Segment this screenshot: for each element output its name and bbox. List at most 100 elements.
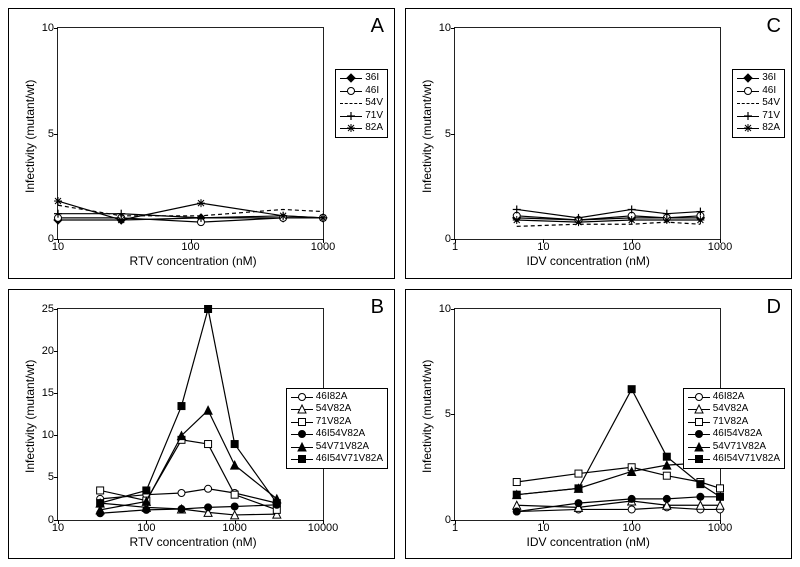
ytick-label: 10: [439, 303, 455, 315]
series-marker-82A: [197, 199, 205, 207]
legend-item: 46I: [737, 85, 780, 98]
xtick-label: 1000: [708, 520, 732, 534]
xtick-label: 10: [537, 239, 549, 253]
xtick-label: 1000: [222, 520, 246, 534]
ytick-label: 5: [445, 408, 455, 420]
legend-symbol-icon: [688, 429, 710, 439]
series-marker-46I54V71V82A: [178, 402, 185, 409]
legend-symbol-icon: [688, 404, 710, 414]
panel-a: A0510101001000Infectivity (mutant/wt)RTV…: [8, 8, 395, 279]
legend: 36I46I54V71V82A: [335, 69, 388, 138]
series-marker-46I54V82A: [231, 502, 238, 509]
legend-symbol-icon: [291, 404, 313, 414]
x-axis-label: IDV concentration (nM): [527, 535, 650, 549]
legend-item: 54V71V82A: [291, 441, 383, 454]
xtick-label: 100: [181, 239, 199, 253]
xtick-label: 10000: [308, 520, 339, 534]
legend-symbol-icon: [688, 454, 710, 464]
legend: 46I82A54V82A71V82A46I54V82A54V71V82A46I5…: [683, 388, 785, 469]
legend-symbol-icon: [291, 392, 313, 402]
legend-symbol-icon: [291, 454, 313, 464]
panel-corner-label: C: [767, 15, 781, 38]
series-marker-46I54V71V82A: [97, 499, 104, 506]
series-marker-46I54V82A: [205, 503, 212, 510]
legend-label: 46I: [762, 85, 776, 98]
series-line-54V: [517, 222, 701, 226]
legend-label: 71V82A: [316, 416, 352, 429]
ytick-label: 15: [42, 387, 58, 399]
legend-item: 71V82A: [291, 416, 383, 429]
legend-symbol-icon: [340, 123, 362, 133]
panel-b: B051015202510100100010000Infectivity (mu…: [8, 289, 395, 560]
ytick-label: 10: [42, 429, 58, 441]
series-marker-46I54V71V82A: [205, 305, 212, 312]
legend-label: 54V82A: [316, 403, 352, 416]
ytick-label: 5: [48, 128, 58, 140]
chart-svg: [58, 28, 323, 239]
series-marker-46I54V71V82A: [663, 453, 670, 460]
legend-item: 54V: [737, 97, 780, 110]
legend-label: 71V: [365, 110, 383, 123]
series-marker-71V: [628, 205, 636, 213]
series-marker-82A: [628, 216, 636, 224]
chart-svg: [58, 309, 323, 520]
plot-area: 05101101001000: [454, 27, 721, 240]
legend-label: 54V: [365, 97, 383, 110]
legend-symbol-icon: [688, 417, 710, 427]
legend-item: 54V82A: [291, 403, 383, 416]
series-line-71V82A: [100, 439, 277, 509]
legend-label: 71V: [762, 110, 780, 123]
legend-label: 46I: [365, 85, 379, 98]
series-marker-46I54V71V82A: [143, 486, 150, 493]
series-line-54V71V82A: [100, 410, 277, 510]
series-marker-71V82A: [663, 472, 670, 479]
legend-item: 82A: [737, 122, 780, 135]
plot-area: 051015202510100100010000: [57, 308, 324, 521]
legend-item: 46I: [340, 85, 383, 98]
legend-label: 54V71V82A: [713, 441, 766, 454]
panel-c: C05101101001000Infectivity (mutant/wt)ID…: [405, 8, 792, 279]
legend-label: 54V82A: [713, 403, 749, 416]
x-axis-label: RTV concentration (nM): [130, 535, 257, 549]
series-marker-46I82A: [628, 505, 635, 512]
legend-label: 46I54V82A: [316, 428, 366, 441]
series-marker-71V82A: [513, 478, 520, 485]
series-line-46I54V71V82A: [100, 309, 277, 503]
legend-label: 71V82A: [713, 416, 749, 429]
series-marker-46I54V71V82A: [628, 385, 635, 392]
legend-symbol-icon: [737, 86, 759, 96]
legend-item: 46I82A: [291, 391, 383, 404]
legend-symbol-icon: [340, 98, 362, 108]
legend-symbol-icon: [340, 111, 362, 121]
series-line-71V82A: [517, 467, 720, 488]
ytick-label: 5: [48, 471, 58, 483]
x-axis-label: RTV concentration (nM): [130, 254, 257, 268]
legend-symbol-icon: [291, 417, 313, 427]
series-marker-46I82A: [178, 489, 185, 496]
series-marker-82A: [319, 214, 327, 222]
series-marker-82A: [574, 218, 582, 226]
legend-symbol-icon: [737, 73, 759, 83]
legend-item: 36I: [737, 72, 780, 85]
figure-grid: A0510101001000Infectivity (mutant/wt)RTV…: [8, 8, 792, 559]
legend-label: 46I54V82A: [713, 428, 763, 441]
xtick-label: 1000: [708, 239, 732, 253]
ytick-label: 10: [439, 22, 455, 34]
y-axis-label: Infectivity (mutant/wt): [23, 79, 37, 192]
series-marker-71V82A: [231, 491, 238, 498]
legend-symbol-icon: [737, 98, 759, 108]
legend-item: 54V71V82A: [688, 441, 780, 454]
series-marker-71V82A: [717, 484, 724, 491]
legend-symbol-icon: [737, 111, 759, 121]
legend-symbol-icon: [340, 86, 362, 96]
plot-area: 0510101001000: [57, 27, 324, 240]
legend-symbol-icon: [291, 429, 313, 439]
series-line-82A: [517, 220, 701, 222]
legend-label: 54V71V82A: [316, 441, 369, 454]
series-marker-46I54V71V82A: [513, 491, 520, 498]
series-marker-46I54V82A: [628, 495, 635, 502]
series-marker-82A: [279, 212, 287, 220]
y-axis-label: Infectivity (mutant/wt): [420, 79, 434, 192]
xtick-label: 10: [52, 239, 64, 253]
legend: 36I46I54V71V82A: [732, 69, 785, 138]
